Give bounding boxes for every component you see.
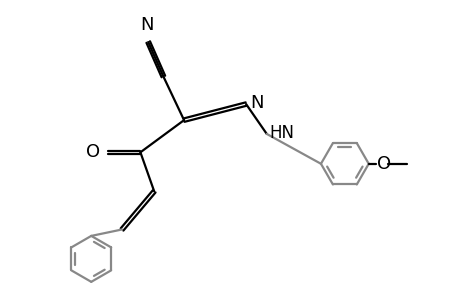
Text: O: O bbox=[377, 155, 391, 173]
Text: N: N bbox=[140, 16, 154, 34]
Text: N: N bbox=[249, 94, 263, 112]
Text: O: O bbox=[86, 143, 100, 161]
Text: HN: HN bbox=[269, 124, 293, 142]
